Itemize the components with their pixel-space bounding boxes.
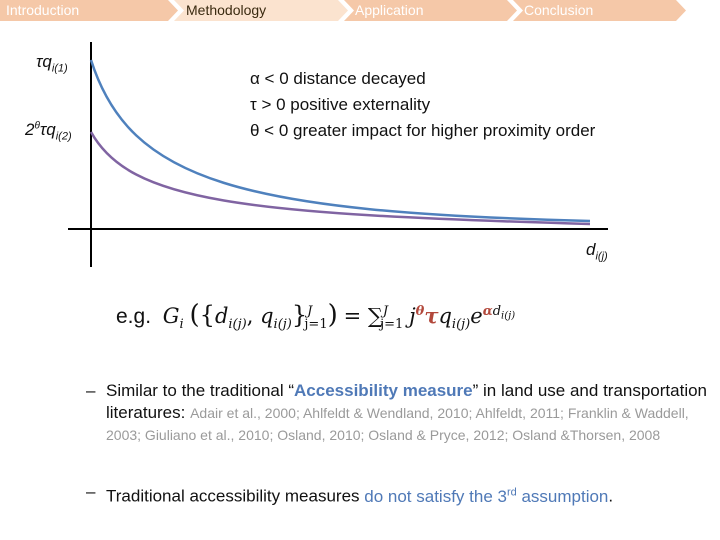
breadcrumb-nav: Introduction Methodology Application Con… <box>0 0 720 21</box>
nav-chevron-application[interactable] <box>344 0 517 21</box>
breadcrumb-chevrons <box>0 0 686 21</box>
bullet-dash: – <box>86 482 96 501</box>
condition-theta: θ < 0 greater impact for higher proximit… <box>250 121 596 140</box>
x-label: di(j) <box>586 240 608 263</box>
nav-chevron-methodology[interactable] <box>174 0 348 21</box>
formula-prefix: e.g. <box>116 305 152 328</box>
y-label-second: 2θτqi(2) <box>25 120 72 143</box>
nav-item-conclusion[interactable]: Conclusion <box>524 2 594 18</box>
nav-item-methodology[interactable]: Methodology <box>186 2 267 18</box>
decay-plot-svg <box>68 42 608 267</box>
bullet-dash: – <box>86 381 96 400</box>
nav-chevron-introduction[interactable] <box>0 0 178 21</box>
citations: Adair et al., 2000; Ahlfeldt & Wendland,… <box>106 405 689 443</box>
curve-second-order <box>89 131 591 226</box>
accessibility-highlight: Accessibility measure <box>294 381 473 400</box>
nav-chevron-conclusion[interactable] <box>513 0 686 21</box>
y-label-first: τqi(1) <box>36 52 68 75</box>
condition-tau: τ > 0 positive externality <box>250 95 431 114</box>
curve-first-order <box>89 59 591 223</box>
assumption-highlight: do not satisfy the 3rd assumption <box>364 486 609 506</box>
nav-item-application[interactable]: Application <box>355 2 424 18</box>
example-formula: e.g. Gi ({di(j), qi(j)}Jj=1) = ∑Jj=1 jθτ… <box>116 300 516 333</box>
decay-diagram: τqi(1) 2θτqi(2) di(j) α < 0 distance dec… <box>0 22 720 272</box>
condition-alpha: α < 0 distance decayed <box>250 69 426 88</box>
bullet-text: Similar to the traditional “Accessibilit… <box>106 381 708 443</box>
bullet-text: Traditional accessibility measures do no… <box>106 486 614 506</box>
nav-item-introduction[interactable]: Introduction <box>6 2 80 18</box>
